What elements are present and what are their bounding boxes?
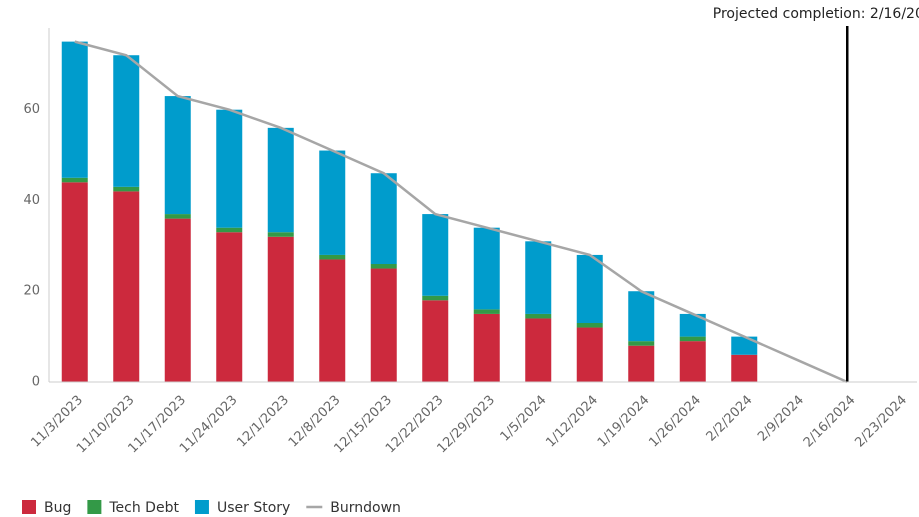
bar-segment <box>370 264 397 269</box>
bar-segment <box>216 227 243 233</box>
x-tick-label: 2/9/2024 <box>755 393 807 445</box>
legend-label: Burndown <box>330 500 401 516</box>
bar-segment <box>61 182 88 382</box>
bar-segment <box>216 232 243 382</box>
bar-segment <box>628 291 655 342</box>
bar-segment <box>576 327 603 382</box>
bar-segment <box>576 323 603 328</box>
bar-segment <box>422 214 449 296</box>
bar-segment <box>267 232 294 237</box>
bar-segment <box>164 218 191 382</box>
legend-label: Tech Debt <box>108 500 179 516</box>
bar-segment <box>731 354 758 382</box>
bar-segment <box>113 186 140 192</box>
x-tick-label: 12/1/2023 <box>234 393 292 451</box>
bar-segment <box>216 109 243 228</box>
y-tick-label: 0 <box>32 375 40 390</box>
bar-segment <box>525 318 552 382</box>
legend: Bug Tech Debt User Story Burndown <box>22 500 401 516</box>
legend-swatch <box>22 500 36 514</box>
bar-segment <box>267 127 294 233</box>
bar-segment <box>679 341 706 382</box>
bar-segment <box>473 309 500 314</box>
bar-segment <box>113 191 140 382</box>
x-tick-label: 2/2/2024 <box>704 393 756 445</box>
bar-segment <box>319 254 346 260</box>
bar-segment <box>679 336 706 342</box>
x-tick-label: 1/12/2024 <box>543 393 601 451</box>
x-tick-label: 1/26/2024 <box>646 393 704 451</box>
bar-segment <box>164 96 191 215</box>
bar-segment <box>525 241 552 314</box>
legend-swatch <box>87 500 102 514</box>
legend-swatch <box>194 500 209 514</box>
projection-label: Projected completion: 2/16/2024 <box>713 6 919 22</box>
bar-segment <box>422 295 449 301</box>
bar-segment <box>576 254 603 323</box>
bar-segment <box>61 177 88 183</box>
bar-segment <box>319 150 346 255</box>
x-tick-label: 1/5/2024 <box>498 393 550 445</box>
bar-segment <box>473 313 500 382</box>
bar-segment <box>113 55 140 187</box>
burndown-line <box>74 40 848 384</box>
bar-segment <box>370 268 397 382</box>
x-tick-label: 2/16/2024 <box>801 393 859 451</box>
bar-segment <box>267 236 294 382</box>
x-tick-label: 2/23/2024 <box>852 393 910 451</box>
x-tick-label: 1/19/2024 <box>595 393 653 451</box>
bar-segment <box>164 214 191 219</box>
bar-segment <box>422 300 449 382</box>
y-tick-label: 40 <box>23 193 40 208</box>
bar-segment <box>319 259 346 382</box>
legend-label: Bug <box>44 500 71 516</box>
bar-segment <box>628 341 655 346</box>
legend-label: User Story <box>217 500 290 516</box>
bar-segment <box>370 173 397 264</box>
y-tick-label: 20 <box>23 284 40 299</box>
bar-segment <box>61 41 88 178</box>
bar-segment <box>473 227 500 310</box>
bar-segment <box>628 345 655 382</box>
bar-segment <box>525 313 552 319</box>
y-tick-label: 60 <box>23 102 40 117</box>
bar-segment <box>731 336 758 355</box>
bar-segment <box>679 313 706 337</box>
